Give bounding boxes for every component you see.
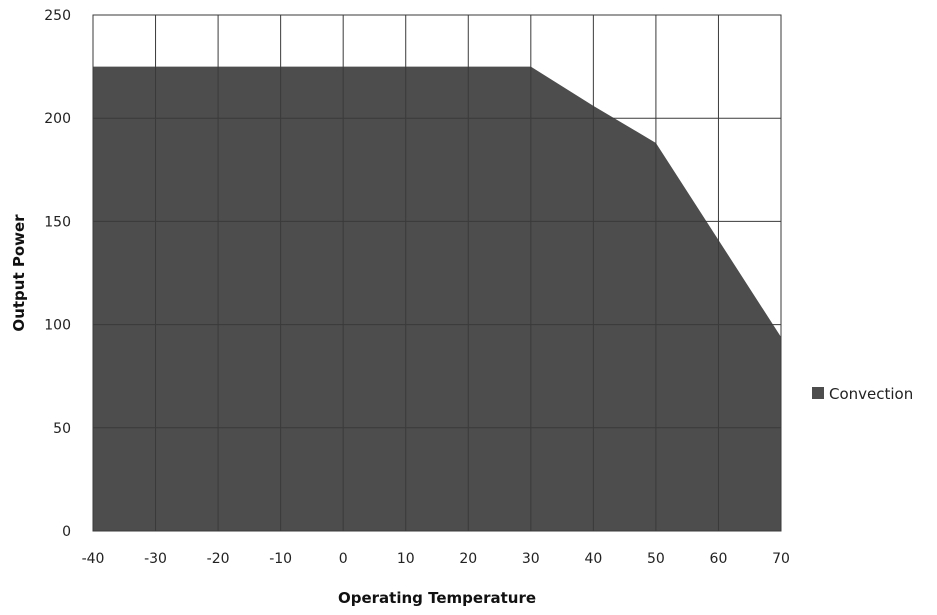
x-tick-label: 30 xyxy=(522,551,540,567)
x-tick-label: 70 xyxy=(772,551,790,567)
x-tick-label: 40 xyxy=(584,551,602,567)
legend-label: Convection xyxy=(829,385,913,403)
x-tick-labels: -40 -30 -20 -10 0 10 20 30 40 50 60 70 xyxy=(82,551,790,567)
legend: Convection xyxy=(812,385,913,403)
plot-border xyxy=(92,14,782,532)
x-tick-label: 20 xyxy=(459,551,477,567)
area-series-convection xyxy=(93,66,781,531)
y-axis-title: Output Power xyxy=(10,214,28,332)
y-tick-label: 200 xyxy=(44,111,71,127)
legend-swatch xyxy=(812,387,824,399)
x-tick-label: 50 xyxy=(647,551,665,567)
x-tick-label: -40 xyxy=(82,551,105,567)
y-tick-label: 100 xyxy=(44,318,71,334)
y-tick-label: 50 xyxy=(53,421,71,437)
y-tick-label: 250 xyxy=(44,8,71,24)
x-tick-label: -10 xyxy=(269,551,292,567)
x-tick-label: -30 xyxy=(144,551,167,567)
area-layer xyxy=(93,66,781,531)
grid-layer xyxy=(92,14,782,532)
y-tick-label: 0 xyxy=(62,524,71,540)
y-tick-labels: 0 50 100 150 200 250 xyxy=(44,8,71,540)
x-tick-label: 60 xyxy=(710,551,728,567)
x-tick-label: 10 xyxy=(397,551,415,567)
x-tick-label: -20 xyxy=(207,551,230,567)
x-tick-label: 0 xyxy=(339,551,348,567)
x-axis-title: Operating Temperature xyxy=(338,589,536,607)
y-tick-label: 150 xyxy=(44,214,71,230)
